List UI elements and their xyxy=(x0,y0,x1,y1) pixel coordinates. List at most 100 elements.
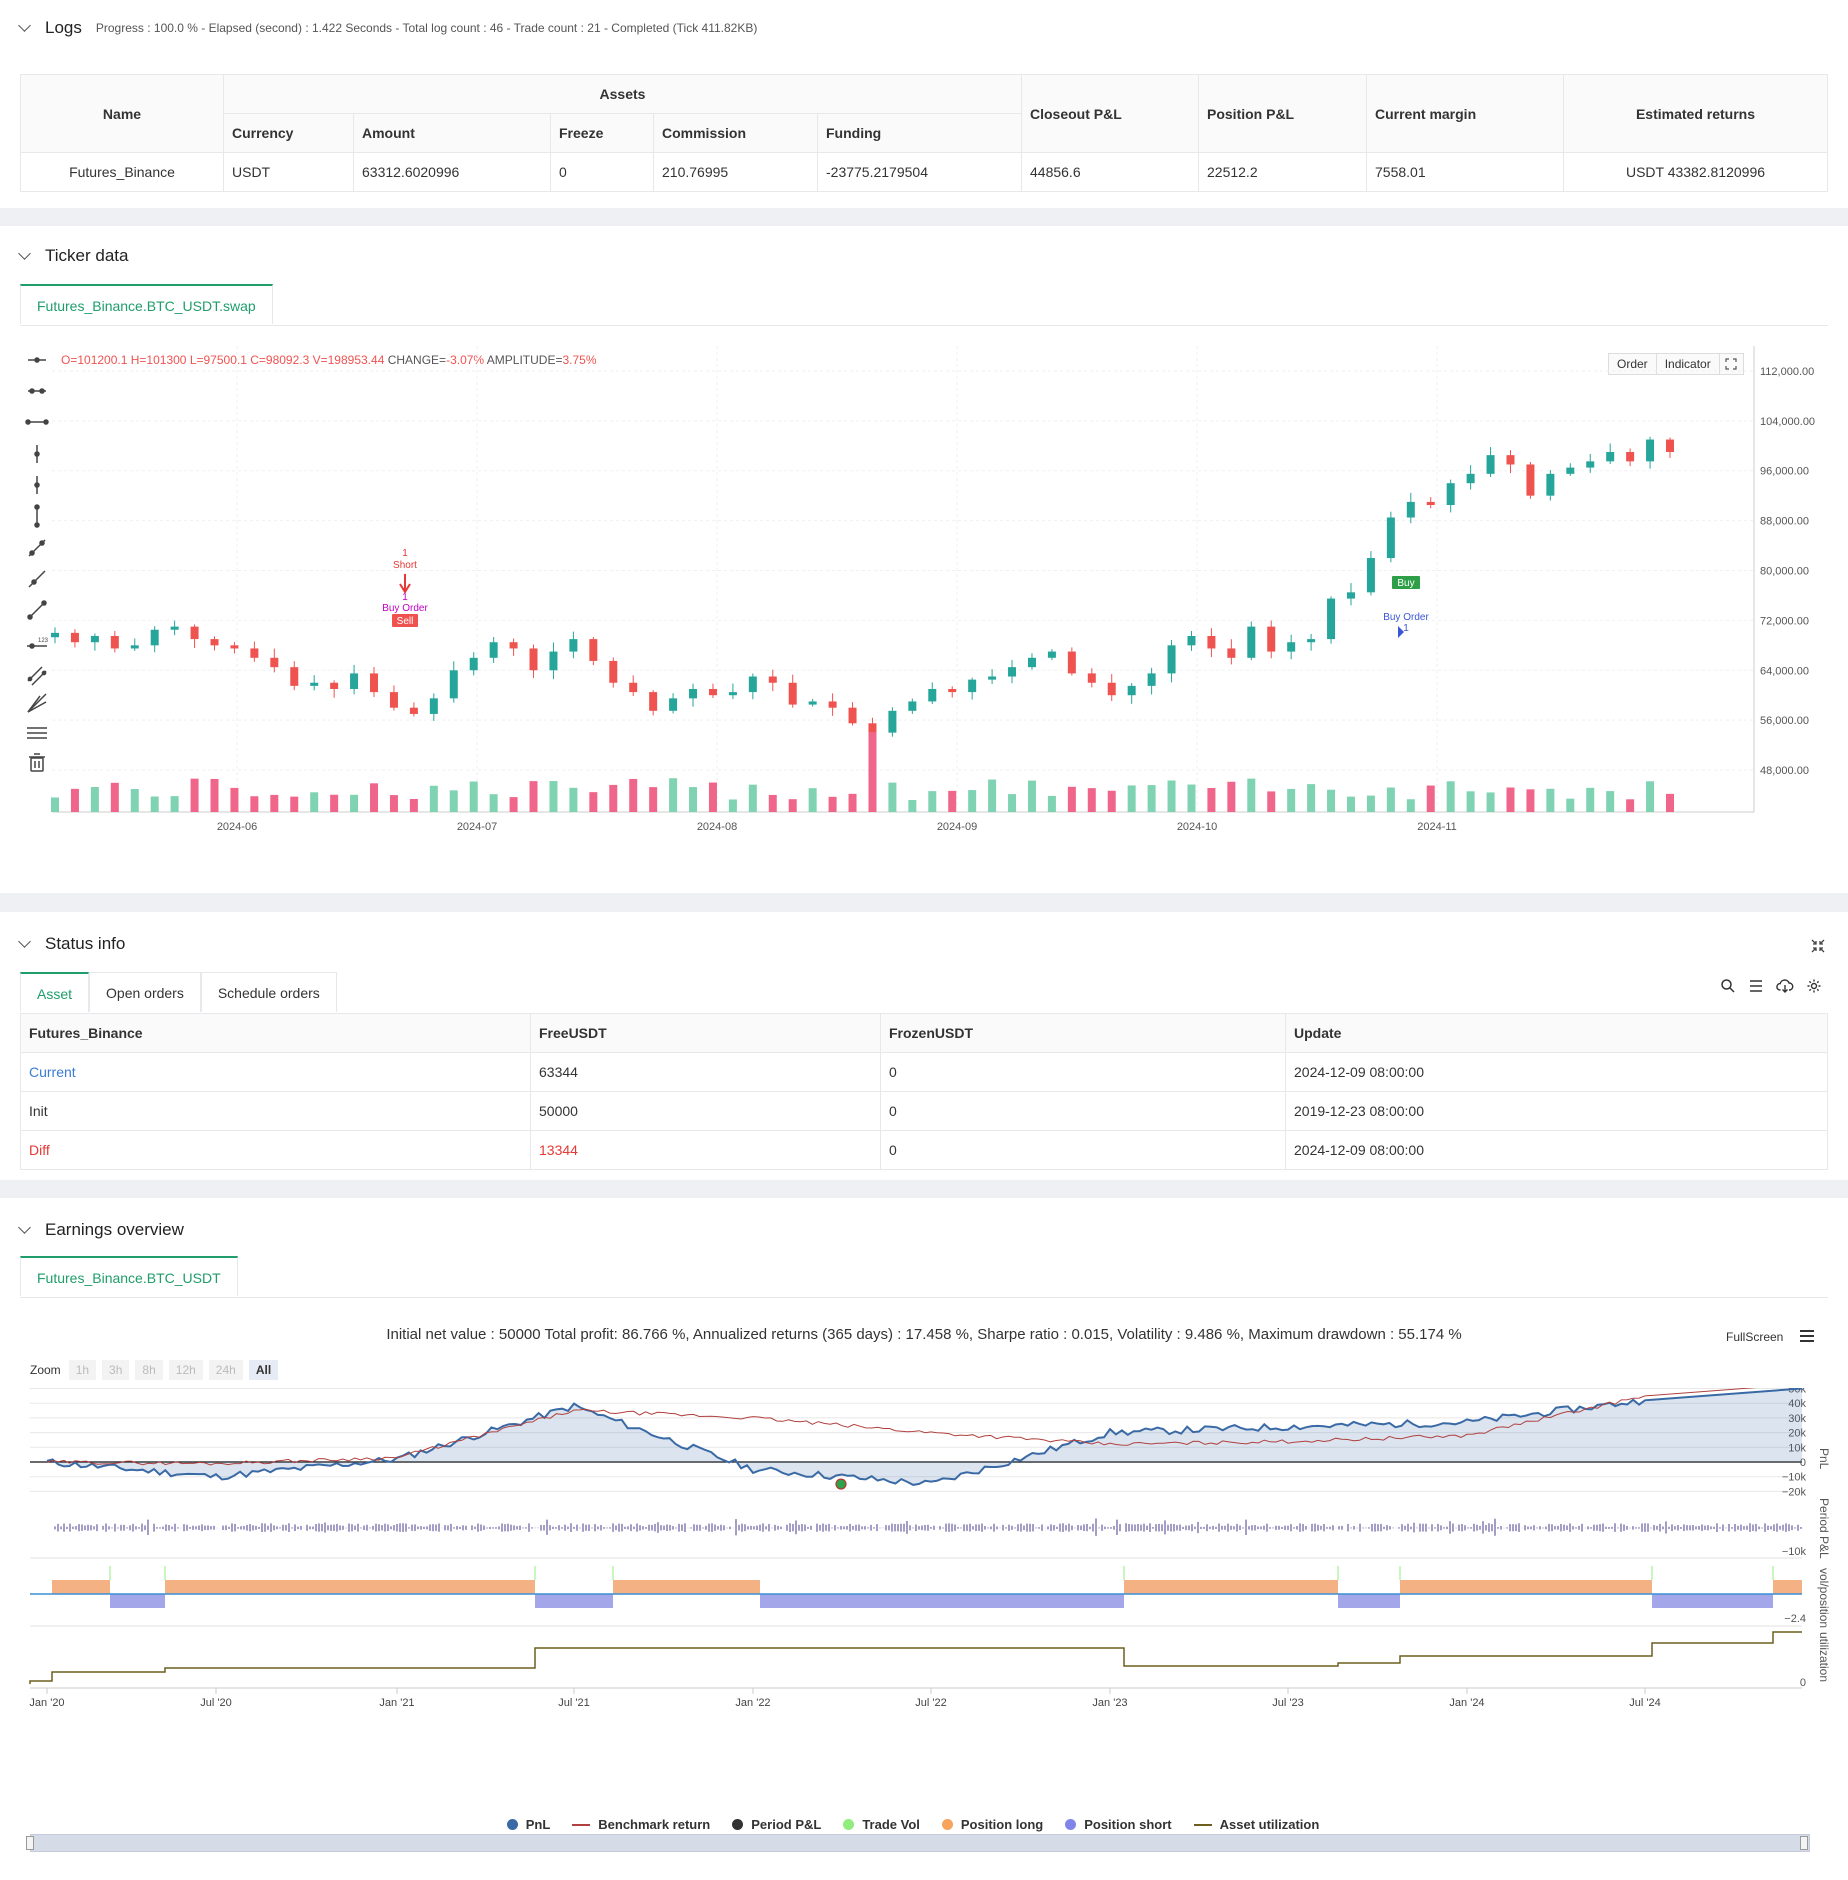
y-tick-label: 56,000.00 xyxy=(1760,715,1809,727)
volume-bar xyxy=(310,792,319,812)
position-short-bar xyxy=(535,1594,613,1608)
horizontal-line-icon[interactable] xyxy=(28,357,46,363)
order-button[interactable]: Order xyxy=(1608,353,1657,375)
search-icon[interactable] xyxy=(1720,978,1736,994)
status-header[interactable]: Status info xyxy=(18,934,125,954)
ray-line-icon[interactable] xyxy=(28,570,46,588)
legend-dot xyxy=(941,1819,953,1830)
legend-label: PnL xyxy=(525,1817,551,1832)
zoom-1h[interactable]: 1h xyxy=(68,1360,97,1380)
vertical-segment-icon[interactable] xyxy=(34,504,40,528)
navigator-handle-right[interactable] xyxy=(1800,1836,1808,1850)
y-tick-label: −2.4 xyxy=(1784,1613,1806,1625)
earnings-chart[interactable]: 60k50k40k30k20k10k0−10k−20kPnL−10kPeriod… xyxy=(0,1388,1848,1858)
tab-btc-usdt[interactable]: Futures_Binance.BTC_USDT xyxy=(20,1256,238,1296)
vertical-ray-icon[interactable] xyxy=(34,476,40,494)
row-label-current[interactable]: Current xyxy=(20,1052,531,1092)
candlestick-chart[interactable]: 112,000.00 104,000.00 96,000.00 88,000.00 80… xyxy=(0,336,1848,896)
tab-schedule-orders[interactable]: Schedule orders xyxy=(200,972,337,1012)
legend-position-short[interactable]: Position short xyxy=(1065,1817,1172,1832)
legend-position-long[interactable]: Position long xyxy=(941,1817,1043,1832)
list-icon[interactable] xyxy=(1748,978,1764,994)
navigator-handle-left[interactable] xyxy=(26,1836,34,1850)
volume-bar xyxy=(509,797,518,812)
zoom-24h[interactable]: 24h xyxy=(208,1360,243,1380)
fib-retracement-icon[interactable] xyxy=(27,727,47,739)
legend-pnl[interactable]: PnL xyxy=(506,1817,551,1832)
svg-text:123: 123 xyxy=(38,638,49,644)
volume-bar xyxy=(230,787,239,812)
candle-body xyxy=(1646,439,1655,462)
price-line-icon[interactable]: 123 xyxy=(27,638,49,649)
segment-line-icon[interactable] xyxy=(27,600,47,620)
zoom-all[interactable]: All xyxy=(248,1360,279,1380)
status-col-exchange: Futures_Binance xyxy=(20,1013,531,1053)
legend-trade-vol[interactable]: Trade Vol xyxy=(843,1817,920,1832)
earnings-header[interactable]: Earnings overview xyxy=(18,1220,184,1240)
amplitude-value: 3.75% xyxy=(562,353,597,367)
chevron-down-icon[interactable] xyxy=(18,935,31,948)
x-tick-label: Jul '24 xyxy=(1629,1697,1660,1709)
logs-header[interactable]: Logs Progress : 100.0 % - Elapsed (secon… xyxy=(18,18,757,38)
fib-fan-icon[interactable] xyxy=(27,693,47,713)
trash-icon[interactable] xyxy=(29,753,45,772)
cloud-download-icon[interactable] xyxy=(1776,978,1794,994)
trend-line-icon[interactable] xyxy=(28,539,46,557)
tab-open-orders[interactable]: Open orders xyxy=(89,972,201,1012)
fullscreen-button[interactable]: FullScreen xyxy=(1726,1330,1784,1344)
candle-body xyxy=(250,648,259,658)
volume-bar xyxy=(270,794,279,812)
tab-asset[interactable]: Asset xyxy=(20,972,90,1012)
col-amount: Amount xyxy=(353,113,551,153)
zoom-3h[interactable]: 3h xyxy=(102,1360,130,1380)
row-label-diff: Diff xyxy=(20,1130,531,1170)
legend-period-pnl[interactable]: Period P&L xyxy=(732,1817,821,1832)
horizontal-ray-icon[interactable] xyxy=(28,388,46,394)
legend-asset-utilization[interactable]: Asset utilization xyxy=(1193,1817,1319,1832)
volume-bar xyxy=(290,796,299,812)
volume-bar xyxy=(748,784,757,812)
volume-bar xyxy=(1147,785,1156,812)
volume-bar xyxy=(1247,778,1256,812)
volume-bar xyxy=(1087,788,1096,812)
candle-body xyxy=(808,701,817,705)
range-navigator[interactable] xyxy=(30,1834,1810,1852)
zoom-8h[interactable]: 8h xyxy=(135,1360,163,1380)
ticker-header[interactable]: Ticker data xyxy=(18,246,129,266)
horizontal-segment-icon[interactable] xyxy=(25,419,49,425)
tab-btc-usdt-swap[interactable]: Futures_Binance.BTC_USDT.swap xyxy=(20,284,273,324)
volume-bar xyxy=(1606,791,1615,812)
vertical-line-icon[interactable] xyxy=(34,445,40,463)
ticker-title: Ticker data xyxy=(45,246,129,265)
collapse-icon[interactable] xyxy=(1810,938,1826,954)
candle-body xyxy=(948,688,957,693)
col-funding: Funding xyxy=(817,113,1022,153)
menu-icon[interactable] xyxy=(1798,1328,1816,1344)
candle-body xyxy=(1107,682,1116,696)
expand-icon[interactable] xyxy=(1719,353,1744,375)
legend-benchmark[interactable]: Benchmark return xyxy=(572,1817,710,1832)
cell-freeze: 0 xyxy=(550,152,654,192)
table-row: Diff 13344 0 2024-12-09 08:00:00 xyxy=(20,1130,1828,1170)
zoom-12h[interactable]: 12h xyxy=(168,1360,203,1380)
candle-body xyxy=(1167,645,1176,674)
parallel-channel-icon[interactable] xyxy=(27,666,47,686)
ohlc-volume: V=198953.44 xyxy=(312,353,385,367)
volume-bar xyxy=(968,790,977,812)
chevron-down-icon[interactable] xyxy=(18,247,31,260)
ohlc-high: H=101300 xyxy=(130,353,187,367)
chevron-down-icon[interactable] xyxy=(18,19,31,32)
ticker-section: Ticker data Futures_Binance.BTC_USDT.swa… xyxy=(0,226,1848,893)
gear-icon[interactable] xyxy=(1806,978,1822,994)
chevron-down-icon[interactable] xyxy=(18,1221,31,1234)
cell-frozen: 0 xyxy=(880,1052,1286,1092)
x-tick-label: 2024-06 xyxy=(217,821,257,833)
position-long-bar xyxy=(613,1580,760,1594)
indicator-button[interactable]: Indicator xyxy=(1656,353,1720,375)
candle-body xyxy=(230,645,239,649)
volume-bar xyxy=(90,787,99,812)
volume-bar xyxy=(250,796,259,812)
candle-body xyxy=(1147,673,1156,686)
position-short-bar xyxy=(110,1594,165,1608)
benchmark-line xyxy=(46,1388,1757,1466)
